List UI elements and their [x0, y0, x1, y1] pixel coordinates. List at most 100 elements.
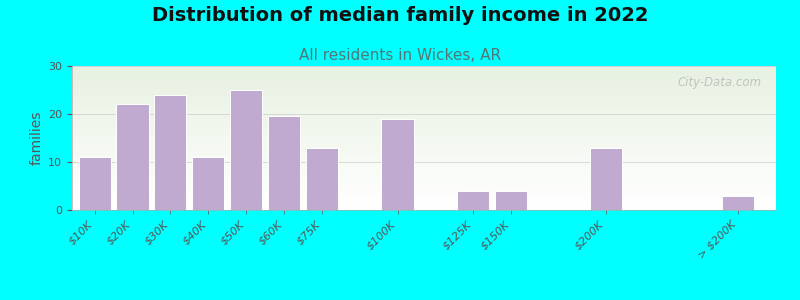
Bar — [72, 135, 776, 136]
Bar — [72, 200, 776, 201]
Bar — [72, 203, 776, 204]
Bar — [72, 164, 776, 165]
Text: Distribution of median family income in 2022: Distribution of median family income in … — [152, 6, 648, 25]
Bar — [457, 191, 490, 210]
Bar — [72, 121, 776, 122]
Bar — [268, 116, 300, 210]
Bar — [72, 204, 776, 205]
Bar — [72, 173, 776, 174]
Bar — [495, 191, 527, 210]
Bar — [72, 88, 776, 89]
Bar — [72, 181, 776, 182]
Bar — [72, 114, 776, 115]
Bar — [72, 208, 776, 209]
Bar — [192, 157, 224, 210]
Bar — [72, 100, 776, 101]
Bar — [72, 207, 776, 208]
Bar — [72, 76, 776, 77]
Bar — [72, 171, 776, 172]
Bar — [72, 169, 776, 170]
Bar — [72, 77, 776, 78]
Bar — [72, 105, 776, 106]
Bar — [306, 148, 338, 210]
Bar — [72, 175, 776, 176]
Bar — [72, 160, 776, 161]
Bar — [72, 101, 776, 102]
Bar — [72, 119, 776, 120]
Bar — [72, 91, 776, 92]
Bar — [72, 123, 776, 124]
Y-axis label: families: families — [30, 111, 44, 165]
Bar — [72, 199, 776, 200]
Bar — [72, 86, 776, 87]
Bar — [72, 139, 776, 140]
Bar — [72, 122, 776, 123]
Text: All residents in Wickes, AR: All residents in Wickes, AR — [299, 48, 501, 63]
Bar — [72, 183, 776, 184]
Bar — [72, 125, 776, 126]
Bar — [72, 75, 776, 76]
Bar — [72, 188, 776, 189]
Bar — [72, 85, 776, 86]
Bar — [72, 140, 776, 141]
Bar — [72, 155, 776, 156]
Bar — [72, 185, 776, 186]
Bar — [72, 198, 776, 199]
Bar — [72, 90, 776, 91]
Bar — [72, 71, 776, 72]
Bar — [72, 184, 776, 185]
Bar — [72, 194, 776, 195]
Bar — [72, 172, 776, 173]
Bar — [72, 89, 776, 90]
Bar — [382, 119, 414, 210]
Bar — [72, 167, 776, 168]
Bar — [72, 195, 776, 196]
Bar — [72, 124, 776, 125]
Bar — [72, 117, 776, 118]
Bar — [72, 94, 776, 95]
Bar — [72, 147, 776, 148]
Bar — [72, 189, 776, 190]
Bar — [72, 106, 776, 107]
Bar — [72, 206, 776, 207]
Bar — [72, 118, 776, 119]
Bar — [78, 157, 110, 210]
Bar — [72, 116, 776, 117]
Bar — [72, 205, 776, 206]
Bar — [72, 102, 776, 103]
Bar — [72, 137, 776, 138]
Text: City-Data.com: City-Data.com — [678, 76, 762, 89]
Bar — [72, 79, 776, 80]
Bar — [72, 150, 776, 151]
Bar — [72, 138, 776, 139]
Bar — [72, 170, 776, 171]
Bar — [72, 146, 776, 147]
Bar — [72, 153, 776, 154]
Bar — [72, 130, 776, 131]
Bar — [72, 67, 776, 68]
Bar — [72, 161, 776, 162]
Bar — [72, 72, 776, 73]
Bar — [72, 178, 776, 179]
Bar — [72, 180, 776, 181]
Bar — [72, 92, 776, 93]
Bar — [72, 151, 776, 152]
Bar — [72, 176, 776, 177]
Bar — [72, 163, 776, 164]
Bar — [72, 143, 776, 144]
Bar — [72, 141, 776, 142]
Bar — [72, 158, 776, 159]
Bar — [722, 196, 754, 210]
Bar — [72, 68, 776, 69]
Bar — [72, 110, 776, 111]
Bar — [72, 115, 776, 116]
Bar — [72, 134, 776, 135]
Bar — [72, 87, 776, 88]
Bar — [72, 157, 776, 158]
Bar — [72, 144, 776, 145]
Bar — [72, 152, 776, 153]
Bar — [72, 73, 776, 74]
Bar — [72, 177, 776, 178]
Bar — [72, 96, 776, 97]
Bar — [72, 93, 776, 94]
